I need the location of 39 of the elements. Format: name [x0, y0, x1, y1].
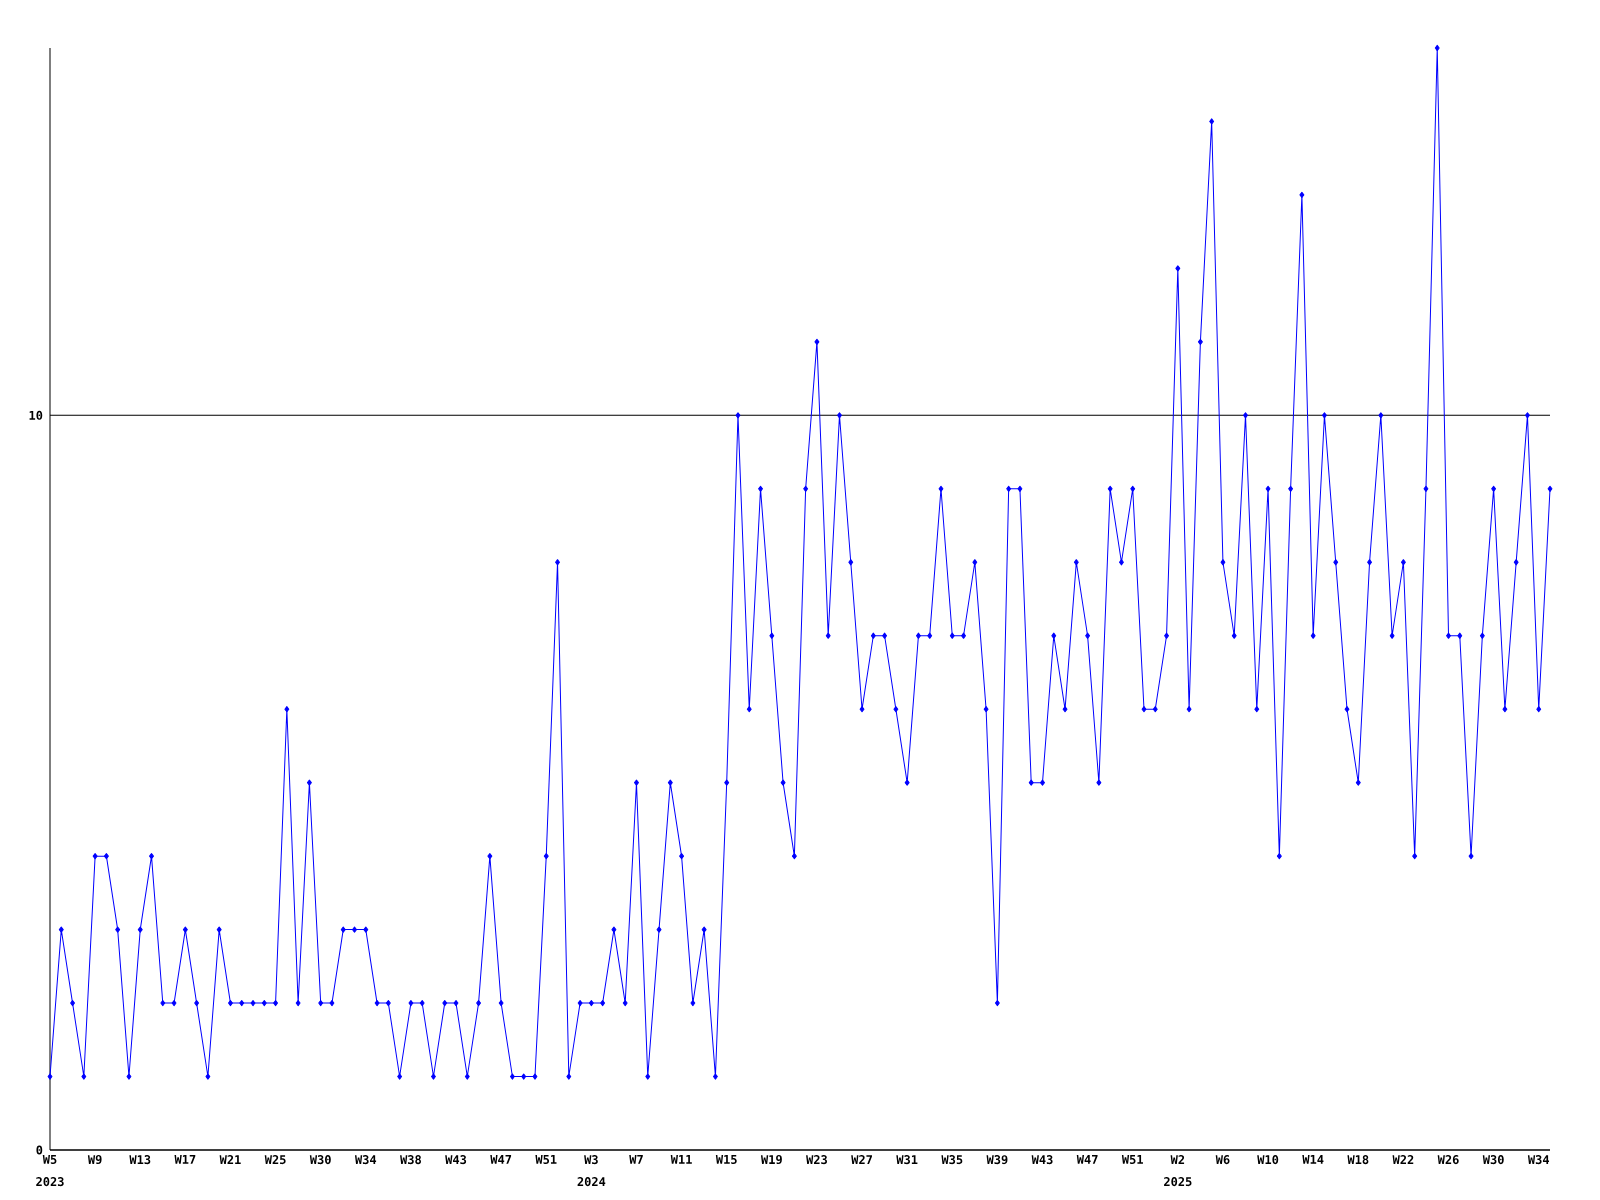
y-tick-label: 0 [36, 1145, 43, 1155]
x-tick-label: W34 [354, 1155, 377, 1165]
text: 2025 [1164, 1177, 1192, 1187]
x-tick-label: W10 [1257, 1155, 1279, 1165]
x-tick-label: W51 [1121, 1155, 1143, 1164]
x-tick-label: W34 [1527, 1155, 1550, 1165]
x-tick-label: W15 [715, 1155, 737, 1164]
x-tick-label: W11 [670, 1155, 692, 1164]
x-tick-label: W43 [445, 1155, 467, 1165]
x-tick-label: W2 [1170, 1155, 1185, 1164]
x-tick-label: W21 [219, 1155, 241, 1164]
x-tick-label: W7 [629, 1155, 643, 1164]
x-tick-label: W18 [1347, 1155, 1369, 1165]
x-tick-label: W35 [941, 1155, 963, 1165]
x-tick-label: W38 [400, 1155, 421, 1165]
text: 2024 [577, 1177, 606, 1187]
x-tick-label: W17 [174, 1155, 196, 1164]
x-tick-label: W30 [1482, 1155, 1504, 1165]
x-tick-label: W5 [42, 1155, 57, 1164]
x-tick-label: W39 [986, 1155, 1008, 1165]
x-tick-label: W47 [1076, 1155, 1098, 1164]
x-tick-label: W25 [264, 1155, 286, 1165]
x-tick-label: W13 [129, 1155, 151, 1165]
x-tick-label: W26 [1437, 1155, 1459, 1165]
x-tick-label: W30 [309, 1155, 331, 1165]
x-tick-label: W51 [535, 1155, 557, 1164]
x-tick-label: W47 [490, 1155, 512, 1164]
x-tick-label: W22 [1392, 1155, 1414, 1164]
x-tick-label: W6 [1215, 1155, 1230, 1165]
x-tick-label: W43 [1031, 1155, 1053, 1165]
x-tick-label: W9 [87, 1155, 102, 1165]
x-tick-label: W23 [806, 1155, 827, 1165]
x-tick-label: W31 [896, 1155, 918, 1165]
x-tick-label: W3 [584, 1155, 598, 1165]
text: 2023 [36, 1177, 64, 1187]
y-tick-label: 10 [29, 410, 43, 420]
x-tick-label: W19 [760, 1155, 782, 1165]
x-tick-label: W14 [1302, 1155, 1324, 1164]
x-tick-label: W27 [851, 1155, 872, 1164]
